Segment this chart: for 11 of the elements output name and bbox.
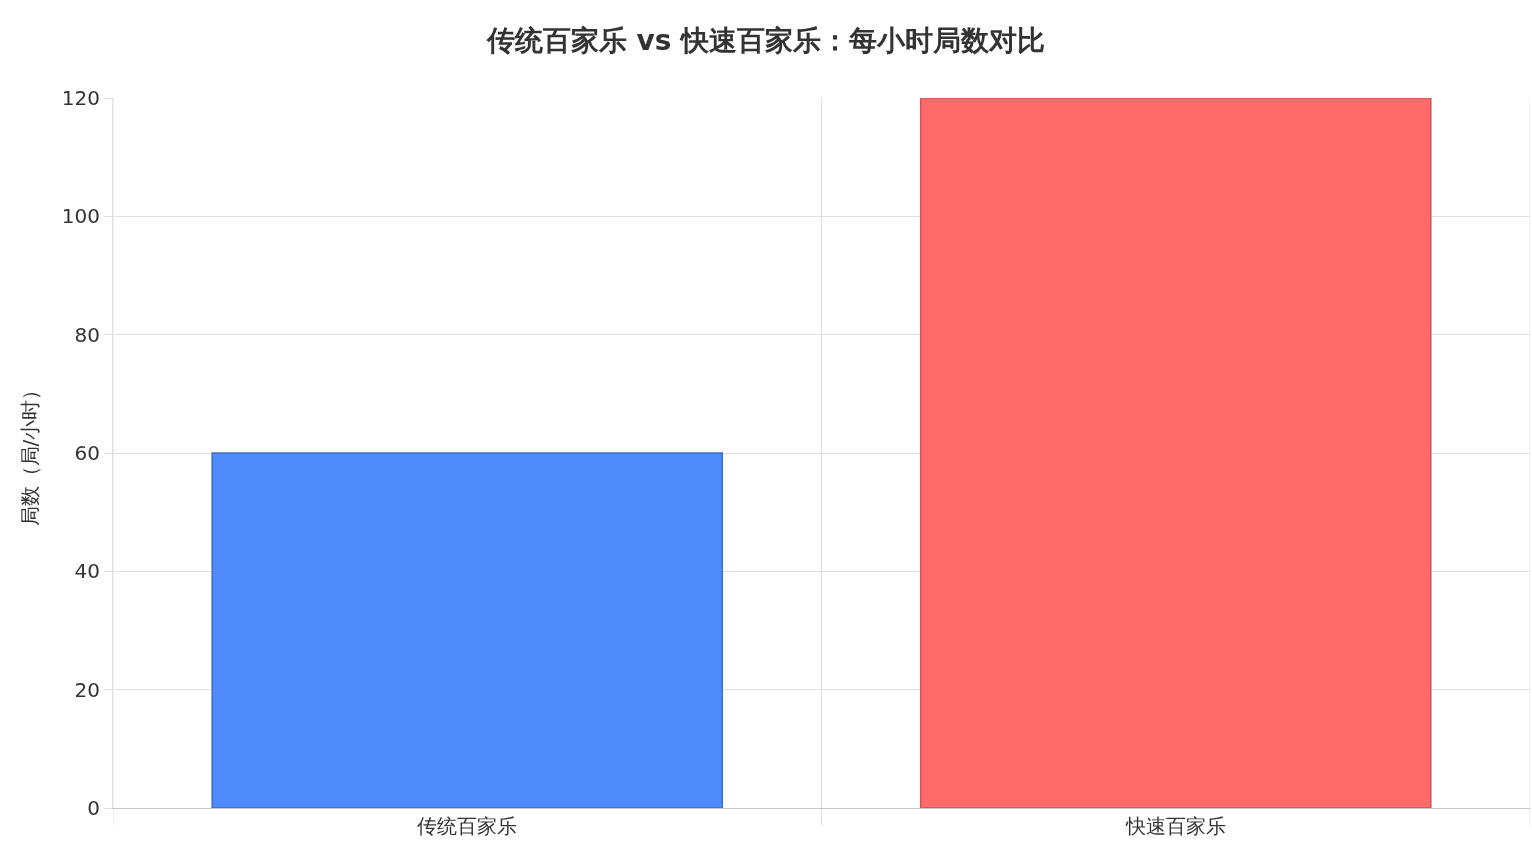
y-tick-label: 40 <box>74 559 100 584</box>
chart-title: 传统百家乐 vs 快速百家乐：每小时局数对比 <box>485 23 1046 57</box>
y-tick-label: 100 <box>61 204 100 229</box>
y-axis-title: 局数（局/小时） <box>18 379 43 527</box>
y-tick-label: 60 <box>74 441 100 465</box>
y-tick-label: 20 <box>74 677 100 702</box>
y-tick-label: 120 <box>61 86 100 110</box>
y-tick-label: 80 <box>74 322 100 347</box>
y-tick-label: 0 <box>87 796 100 820</box>
x-tick-label: 快速百家乐 <box>1124 814 1226 838</box>
x-tick-label: 传统百家乐 <box>417 814 518 838</box>
